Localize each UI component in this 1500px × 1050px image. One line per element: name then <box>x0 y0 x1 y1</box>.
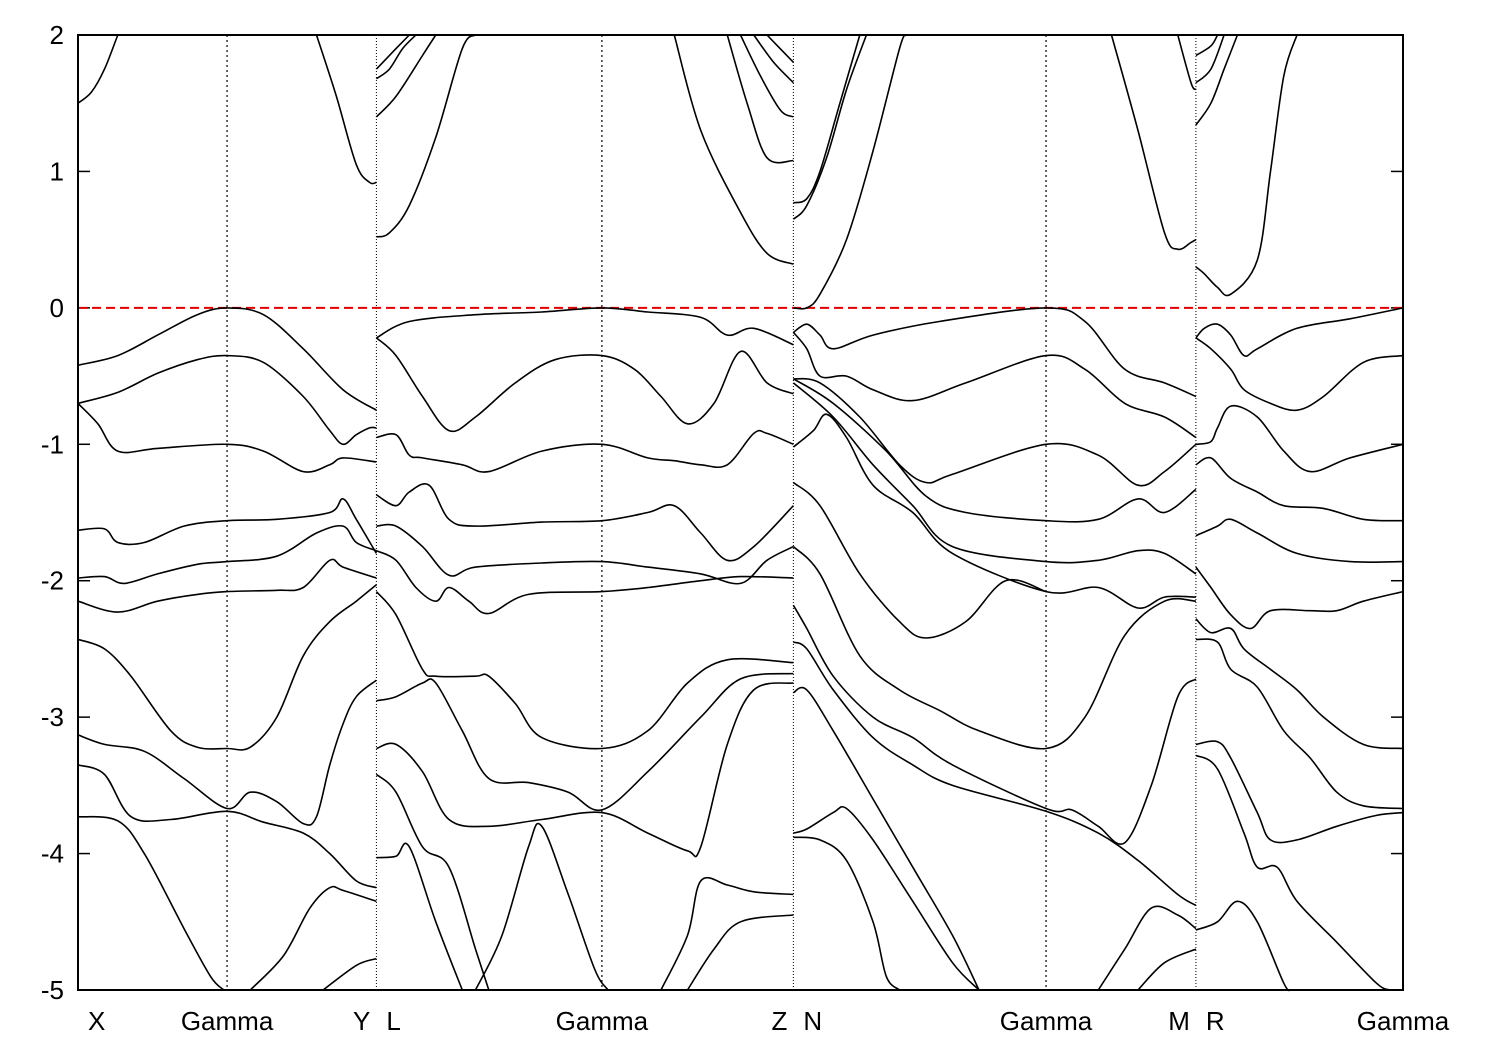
band-line <box>726 34 794 164</box>
band-line <box>792 331 1197 439</box>
band-line <box>77 679 377 826</box>
y-axis: -5 -4 -3 -2 -1 0 1 2 <box>41 20 1403 1005</box>
kpoint-label: Z <box>771 1006 787 1036</box>
band-line <box>1195 618 1404 750</box>
band-line <box>793 836 901 991</box>
kpoint-label: Y <box>353 1006 370 1036</box>
band-line <box>375 591 794 750</box>
band-line <box>1195 337 1404 412</box>
band-line <box>77 524 377 585</box>
y-tick-label: 1 <box>50 156 64 186</box>
y-tick-label: -2 <box>41 566 64 596</box>
band-line <box>376 549 794 615</box>
high-symmetry-lines <box>226 35 1047 990</box>
kpoint-label: Gamma <box>1357 1006 1450 1036</box>
band-line <box>1137 948 1197 991</box>
band-line <box>739 34 794 118</box>
band-line <box>77 34 119 104</box>
band-line <box>792 34 868 220</box>
band-line <box>793 34 861 204</box>
band-line <box>77 558 377 613</box>
band-line <box>673 34 794 265</box>
band-line <box>1195 566 1404 630</box>
band-line <box>1195 518 1404 564</box>
kpoint-label: X <box>88 1006 105 1036</box>
band-line <box>792 546 1196 750</box>
band-line <box>1110 34 1197 251</box>
band-line <box>793 805 980 991</box>
band-line <box>1195 34 1225 84</box>
band-line <box>793 641 1197 907</box>
band-line <box>792 382 1197 575</box>
band-line <box>77 764 377 889</box>
band-line <box>77 307 377 411</box>
band-line <box>1195 404 1404 473</box>
band-line <box>77 498 378 554</box>
band-line <box>792 413 1196 609</box>
band-line <box>766 34 794 63</box>
band-lines <box>77 34 1404 992</box>
kpoint-label: L <box>386 1006 400 1036</box>
segment-breaks <box>375 35 1197 990</box>
band-line <box>375 483 794 562</box>
band-line <box>474 822 609 991</box>
band-line <box>1195 34 1298 297</box>
kpoint-label: M <box>1168 1006 1190 1036</box>
band-line <box>77 584 377 751</box>
band-line <box>1195 456 1404 522</box>
kpoint-label: Gamma <box>181 1006 274 1036</box>
y-tick-label: -4 <box>41 839 64 869</box>
band-line <box>792 604 1197 845</box>
band-line <box>1195 900 1291 992</box>
band-line <box>792 307 1197 398</box>
kpoint-label: Gamma <box>556 1006 649 1036</box>
y-tick-label: -1 <box>41 429 64 459</box>
band-line <box>375 34 410 70</box>
band-line <box>792 378 1197 523</box>
band-line <box>376 682 794 858</box>
y-tick-label: -5 <box>41 975 64 1005</box>
band-line <box>376 429 794 473</box>
band-line <box>249 885 377 991</box>
band-line <box>753 34 794 84</box>
band-line <box>77 815 225 991</box>
kpoint-label: N <box>803 1006 822 1036</box>
y-tick-label: 0 <box>50 293 64 323</box>
kpoint-label: Gamma <box>1000 1006 1093 1036</box>
band-line <box>322 957 377 991</box>
band-line <box>793 686 980 991</box>
band-line <box>375 337 794 433</box>
band-line <box>376 34 477 238</box>
band-line <box>1195 307 1404 357</box>
band-line <box>315 34 377 185</box>
band-line <box>686 914 794 991</box>
y-tick-label: 2 <box>50 20 64 50</box>
y-tick-label: -3 <box>41 702 64 732</box>
band-line <box>1195 638 1404 810</box>
band-line <box>1195 754 1391 991</box>
band-line <box>77 354 377 446</box>
band-line <box>376 672 794 812</box>
band-line <box>375 773 490 991</box>
band-line <box>1177 34 1197 91</box>
x-axis-kpoint-labels: X Gamma Y L Gamma Z N Gamma M R Gamma <box>88 1006 1450 1036</box>
kpoint-label: R <box>1206 1006 1225 1036</box>
band-line <box>793 377 1197 487</box>
band-line <box>792 481 1047 639</box>
band-line <box>376 523 794 585</box>
band-line <box>376 307 794 346</box>
band-line <box>375 34 437 118</box>
band-line <box>793 34 907 310</box>
band-line <box>1195 740 1404 844</box>
band-line <box>660 876 794 991</box>
band-line <box>1195 34 1219 57</box>
band-line <box>77 402 377 473</box>
plot-frame <box>77 34 1404 991</box>
band-line <box>376 842 464 991</box>
band-line <box>375 34 417 80</box>
band-line <box>1097 905 1197 991</box>
band-line <box>1195 34 1239 126</box>
